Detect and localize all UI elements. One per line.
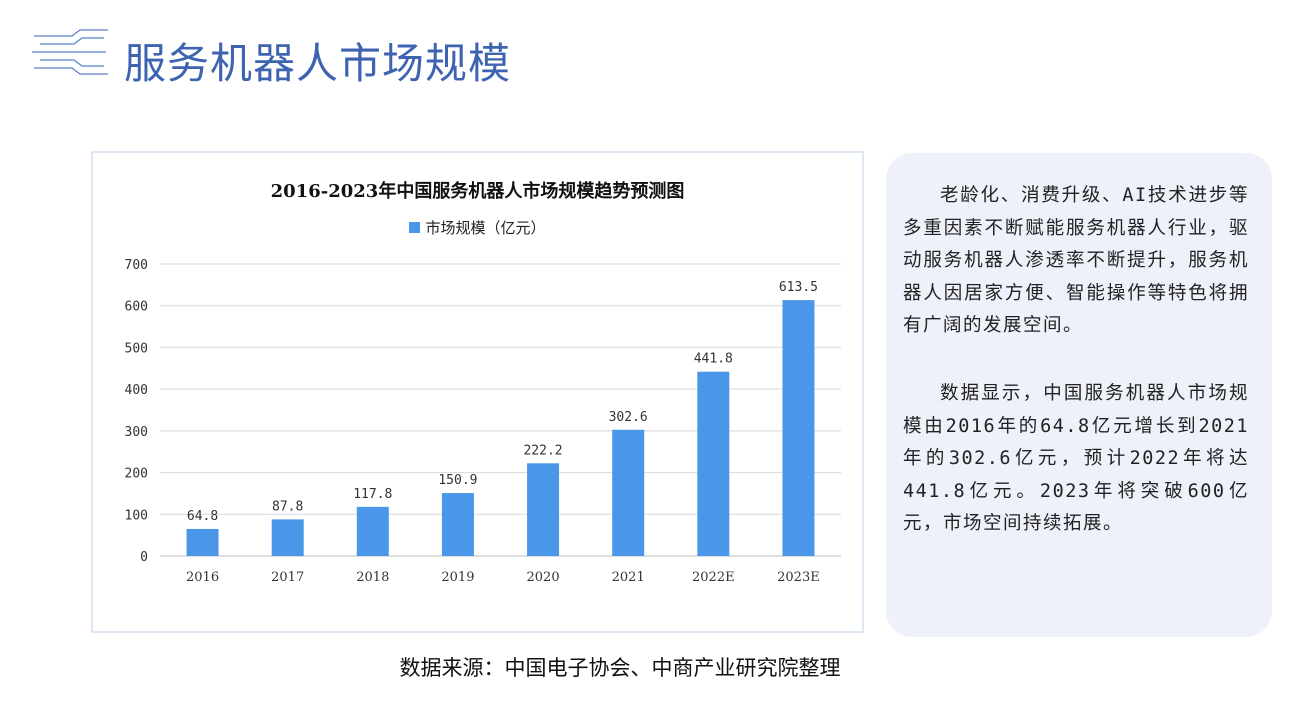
data-label: 222.2 bbox=[523, 443, 562, 458]
legend-swatch bbox=[409, 222, 421, 233]
bar-chart: 0 100 200 300 400 500 600 700 64.8 2016 87.8 2017 11… bbox=[125, 258, 841, 585]
bar bbox=[356, 506, 389, 556]
x-tick-label: 2019 bbox=[441, 570, 474, 585]
x-tick-label: 2016 bbox=[186, 570, 219, 585]
x-tick-label: 2021 bbox=[612, 570, 645, 585]
data-label: 87.8 bbox=[272, 499, 303, 514]
legend-label: 市场规模（亿元） bbox=[425, 219, 546, 237]
bar bbox=[612, 429, 645, 556]
chart-legend: 市场规模（亿元） bbox=[93, 217, 862, 238]
bar bbox=[527, 463, 560, 556]
data-label: 441.8 bbox=[694, 352, 733, 367]
y-tick-label: 400 bbox=[125, 383, 148, 398]
data-label: 64.8 bbox=[187, 509, 218, 524]
page-title: 服务机器人市场规模 bbox=[124, 39, 512, 88]
data-label: 613.5 bbox=[779, 280, 818, 295]
chart-title: 2016-2023年中国服务机器人市场规模趋势预测图 bbox=[270, 181, 685, 202]
summary-panel: 老龄化、消费升级、AI技术进步等多重因素不断赋能服务机器人行业，驱动服务机器人渗… bbox=[886, 153, 1272, 637]
bar bbox=[186, 528, 219, 556]
data-label: 150.9 bbox=[438, 473, 477, 488]
bar bbox=[782, 300, 815, 556]
y-tick-label: 700 bbox=[125, 258, 148, 273]
y-tick-label: 0 bbox=[140, 550, 148, 565]
summary-paragraph-2: 数据显示，中国服务机器人市场规模由2016年的64.8亿元增长到2021年的30… bbox=[903, 383, 1249, 534]
header: 服务机器人市场规模 bbox=[0, 0, 1297, 110]
x-tick-label: 2020 bbox=[527, 570, 560, 585]
y-tick-label: 300 bbox=[125, 425, 148, 440]
y-tick-label: 200 bbox=[125, 467, 148, 482]
decorative-lines-icon bbox=[32, 29, 108, 75]
y-tick-label: 600 bbox=[125, 300, 148, 315]
data-source-note: 数据来源：中国电子协会、中商产业研究院整理 bbox=[399, 656, 841, 680]
data-label: 117.8 bbox=[353, 487, 392, 502]
y-tick-label: 100 bbox=[125, 508, 148, 523]
chart-panel: 2016-2023年中国服务机器人市场规模趋势预测图 市场规模（亿元） 0 100… bbox=[91, 151, 864, 633]
x-tick-label: 2022E bbox=[692, 570, 735, 585]
bar bbox=[271, 519, 304, 556]
x-tick-label: 2018 bbox=[356, 570, 389, 585]
bar bbox=[697, 371, 730, 556]
x-tick-label: 2023E bbox=[777, 570, 820, 585]
y-tick-label: 500 bbox=[125, 341, 148, 356]
bar bbox=[441, 493, 474, 556]
data-label: 302.6 bbox=[609, 410, 648, 425]
x-tick-label: 2017 bbox=[271, 570, 304, 585]
summary-paragraph-1: 老龄化、消费升级、AI技术进步等多重因素不断赋能服务机器人行业，驱动服务机器人渗… bbox=[903, 185, 1249, 336]
